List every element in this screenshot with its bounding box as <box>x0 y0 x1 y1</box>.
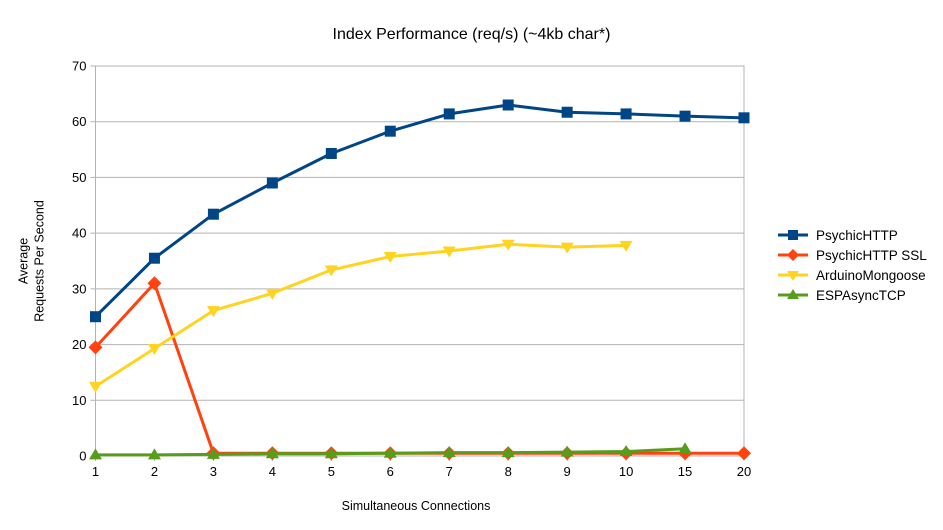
data-point-psychichttp-2 <box>148 252 160 264</box>
legend-item-psychichttp-ssl: PsychicHTTP SSL <box>777 245 927 265</box>
data-point-arduinomongoose-6 <box>383 252 397 264</box>
data-point-psychichttp-ssl-20 <box>737 446 751 461</box>
data-point-psychichttp-7 <box>443 108 455 120</box>
x-tick-label-9: 9 <box>564 464 571 479</box>
data-point-psychichttp-5 <box>325 147 337 159</box>
x-tick-label-2: 2 <box>151 464 158 479</box>
data-point-espasynctcp-8 <box>501 446 515 458</box>
x-tick-label-8: 8 <box>505 464 512 479</box>
legend-item-espasynctcp: ESPAsyncTCP <box>777 285 927 305</box>
data-point-arduinomongoose-4 <box>265 288 279 300</box>
data-point-espasynctcp-10 <box>619 445 633 457</box>
x-tick-label-4: 4 <box>269 464 276 479</box>
data-point-arduinomongoose-8 <box>501 239 515 251</box>
data-point-arduinomongoose-10 <box>619 240 633 252</box>
legend-item-arduinomongoose: ArduinoMongoose <box>777 265 927 285</box>
data-point-espasynctcp-9 <box>560 445 574 457</box>
y-tick-label-60: 60 <box>72 114 86 129</box>
data-point-psychichttp-9 <box>561 106 573 118</box>
y-axis-title-line1: Average <box>16 237 31 285</box>
data-point-psychichttp-3 <box>207 208 219 220</box>
chart-title: Index Performance (req/s) (~4kb char*) <box>332 26 611 43</box>
data-point-psychichttp-10 <box>620 108 632 120</box>
legend-label-arduinomongoose: ArduinoMongoose <box>816 267 926 283</box>
series-line-psychichttp-ssl <box>94 281 744 455</box>
data-point-arduinomongoose-5 <box>324 265 338 277</box>
data-point-arduinomongoose-7 <box>442 246 456 258</box>
x-tick-label-6: 6 <box>387 464 394 479</box>
legend-label-psychichttp-ssl: PsychicHTTP SSL <box>816 247 927 263</box>
data-point-psychichttp-ssl-2 <box>147 276 162 291</box>
x-tick-label-20: 20 <box>737 464 751 479</box>
data-point-espasynctcp-5 <box>324 447 338 459</box>
data-point-espasynctcp-15 <box>678 442 692 454</box>
data-point-arduinomongoose-2 <box>147 343 161 355</box>
espasynctcp-legend-swatch-icon <box>778 289 808 299</box>
data-point-espasynctcp-2 <box>147 448 161 460</box>
y-tick-label-20: 20 <box>72 337 86 352</box>
y-tick-label-30: 30 <box>72 281 86 296</box>
x-tick-label-5: 5 <box>328 464 335 479</box>
data-point-espasynctcp-3 <box>206 447 220 459</box>
x-tick-label-10: 10 <box>619 464 633 479</box>
data-point-espasynctcp-7 <box>442 446 456 458</box>
series-psychichttp <box>90 99 750 323</box>
x-axis-title: Simultaneous Connections <box>341 499 491 513</box>
data-point-psychichttp-1 <box>90 311 101 323</box>
series-line-psychichttp <box>94 103 745 318</box>
psychichttp-legend-swatch-icon <box>778 230 808 240</box>
data-point-psychichttp-4 <box>266 177 278 189</box>
y-tick-label-50: 50 <box>72 170 86 185</box>
psychichttp-ssl-legend-swatch-icon <box>778 249 808 261</box>
x-tick-label-7: 7 <box>446 464 453 479</box>
data-point-psychichttp-15 <box>679 110 691 122</box>
data-point-psychichttp-20 <box>738 112 750 124</box>
x-tick-label-15: 15 <box>678 464 692 479</box>
data-point-arduinomongoose-1 <box>89 381 102 393</box>
series-psychichttp-ssl <box>88 276 751 461</box>
data-point-arduinomongoose-9 <box>560 242 574 254</box>
data-point-espasynctcp-6 <box>383 446 397 458</box>
legend: PsychicHTTP PsychicHTTP SSL ArduinoMongo… <box>777 225 927 305</box>
y-tick-label-40: 40 <box>72 226 86 241</box>
y-tick-label-10: 10 <box>72 393 86 408</box>
legend-label-psychichttp: PsychicHTTP <box>816 227 898 243</box>
data-point-espasynctcp-1 <box>89 448 102 460</box>
x-tick-label-1: 1 <box>92 464 99 479</box>
arduinomongoose-legend-swatch-icon <box>778 271 808 281</box>
y-tick-label-70: 70 <box>72 59 86 74</box>
data-point-psychichttp-ssl-1 <box>88 340 103 355</box>
data-point-arduinomongoose-3 <box>206 306 220 318</box>
series-line-arduinomongoose <box>94 242 627 388</box>
series-espasynctcp <box>89 442 692 460</box>
data-point-espasynctcp-4 <box>265 447 279 459</box>
x-tick-label-3: 3 <box>210 464 217 479</box>
series-arduinomongoose <box>89 239 633 393</box>
legend-item-psychichttp: PsychicHTTP <box>777 225 927 245</box>
plot-border <box>95 65 745 457</box>
y-tick-label-0: 0 <box>79 449 86 464</box>
legend-label-espasynctcp: ESPAsyncTCP <box>816 287 906 303</box>
data-point-psychichttp-6 <box>384 125 396 137</box>
data-point-psychichttp-8 <box>502 99 514 111</box>
y-axis-title-line2: Requests Per Second <box>32 200 46 322</box>
